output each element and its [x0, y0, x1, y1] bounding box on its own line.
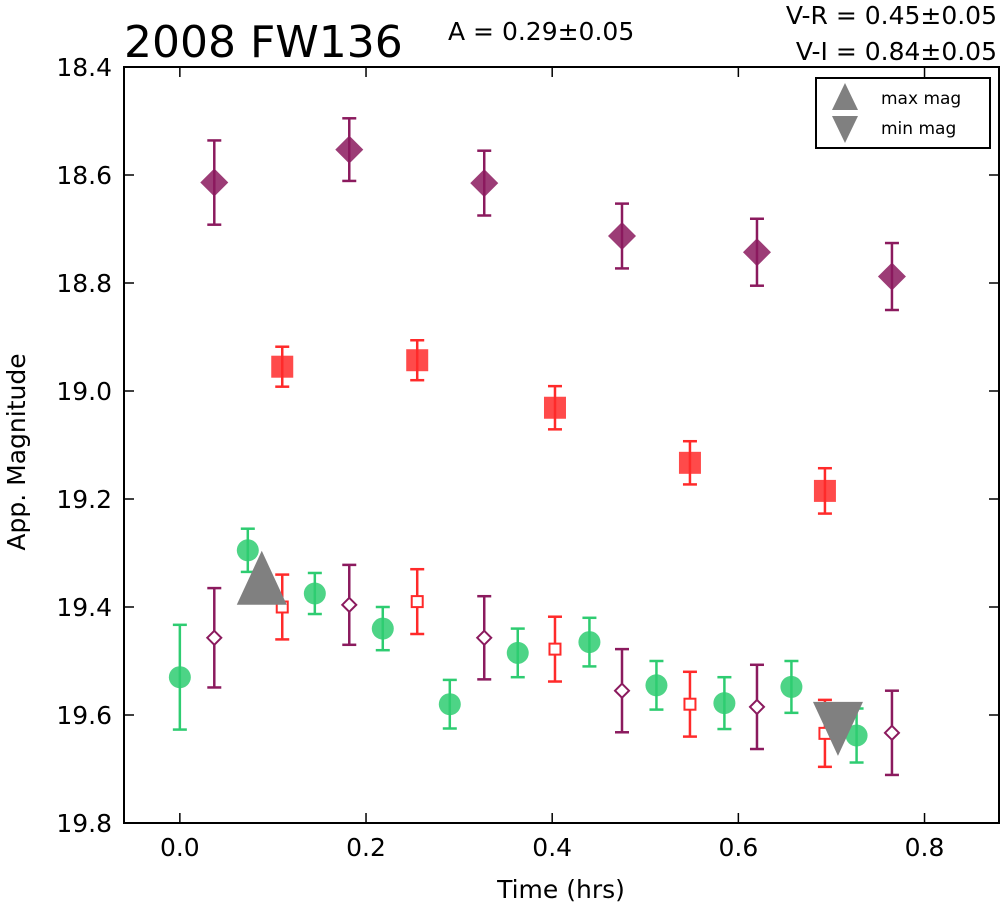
data-point-circle — [713, 692, 736, 715]
max-mag-marker — [236, 550, 287, 605]
data-point-square — [678, 451, 701, 474]
y-tick-label: 19.8 — [56, 809, 112, 838]
data-point-open-diamond — [883, 724, 901, 742]
data-point-circle — [506, 641, 529, 664]
data-point-circle — [578, 631, 601, 654]
data-point-open-diamond — [748, 698, 766, 716]
data-point-open-diamond — [205, 629, 223, 647]
data-point-open-diamond — [340, 596, 358, 614]
min-mag-marker — [812, 701, 863, 756]
data-point-circle — [236, 539, 259, 562]
vi-annotation: V-I = 0.84±0.05 — [796, 37, 997, 66]
data-point-open-diamond — [475, 629, 493, 647]
series-square-filled — [271, 338, 836, 515]
data-point-open-square — [548, 642, 562, 656]
y-tick-label: 19.0 — [56, 377, 112, 406]
vr-annotation: V-R = 0.45±0.05 — [786, 1, 997, 30]
data-point-circle — [780, 675, 803, 698]
data-point-circle — [645, 674, 668, 697]
series-diamond-filled — [200, 117, 906, 312]
legend-max-mag-marker — [832, 83, 858, 110]
data-point-circle — [168, 666, 191, 689]
legend: max mag min mag — [815, 77, 991, 149]
data-point-open-diamond — [613, 682, 631, 700]
data-point-open-square — [683, 697, 697, 711]
extrema-marks — [236, 550, 863, 756]
y-tick-label: 19.6 — [56, 701, 112, 730]
data-point-circle — [438, 693, 461, 716]
data-point-square — [813, 479, 836, 502]
y-axis-label: App. Magnitude — [2, 353, 31, 550]
amplitude-annotation: A = 0.29±0.05 — [448, 17, 634, 46]
data-point-diamond — [470, 169, 499, 198]
data-marks — [168, 117, 906, 777]
x-tick-label: 0.6 — [718, 833, 758, 862]
data-point-open-square — [410, 595, 424, 609]
y-axis-ticks: 18.4 18.6 18.8 19.0 19.2 19.4 19.6 19.8 — [56, 53, 999, 838]
data-point-diamond — [200, 168, 229, 197]
data-point-diamond — [742, 238, 771, 267]
y-tick-label: 18.4 — [56, 53, 112, 82]
series-circle-filled — [168, 527, 868, 764]
x-axis-label: Time (hrs) — [496, 875, 625, 904]
legend-min-mag-marker — [832, 116, 858, 143]
data-point-circle — [845, 724, 868, 747]
y-tick-label: 19.4 — [56, 593, 112, 622]
x-tick-label: 0.0 — [160, 833, 200, 862]
y-tick-label: 18.8 — [56, 269, 112, 298]
data-point-diamond — [608, 222, 637, 251]
x-tick-label: 0.8 — [905, 833, 945, 862]
data-point-square — [543, 396, 566, 419]
x-tick-label: 0.2 — [346, 833, 386, 862]
data-point-square — [406, 349, 429, 372]
plot-area — [124, 67, 999, 823]
plot-frame — [123, 66, 1000, 824]
y-tick-label: 19.2 — [56, 485, 112, 514]
legend-max-mag-label: max mag — [881, 89, 961, 109]
data-point-circle — [371, 617, 394, 640]
x-tick-label: 0.4 — [532, 833, 572, 862]
data-point-circle — [303, 582, 326, 605]
chart-title: 2008 FW136 — [124, 17, 403, 68]
series-diamond-open — [205, 563, 901, 777]
data-point-diamond — [877, 262, 906, 291]
legend-min-mag-label: min mag — [881, 119, 956, 139]
y-tick-label: 18.6 — [56, 161, 112, 190]
data-point-diamond — [335, 135, 364, 164]
data-point-square — [271, 355, 294, 378]
x-axis-ticks: 0.0 0.2 0.4 0.6 0.8 — [160, 67, 944, 862]
